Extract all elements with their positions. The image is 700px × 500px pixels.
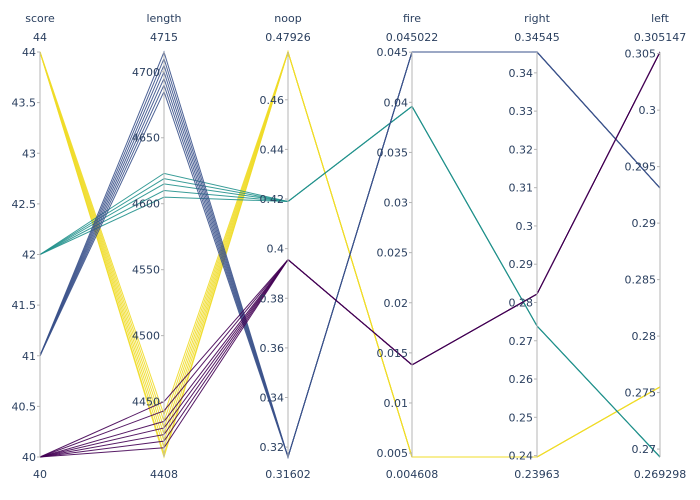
tick-label: 0.01	[384, 397, 409, 410]
axes-layer: score 44 40 40 40.5 41 41.5 42 42.5 43 43.5 44 lengt…	[12, 12, 687, 481]
axis-range-min-label: 0.269298	[634, 468, 687, 481]
axis-title: noop	[274, 12, 301, 25]
tick-label: 0.03	[384, 197, 409, 210]
axis-length: length 4715 4408 4450 4500 4550 4600 4650 4700	[132, 12, 182, 481]
tick-label: 44	[22, 46, 36, 59]
data-polyline	[39, 105, 661, 458]
tick-label: 0.3	[516, 220, 534, 233]
tick-label: 0.015	[377, 347, 409, 360]
tick-label: 0.28	[509, 296, 534, 309]
tick-label: 0.29	[632, 217, 657, 230]
axis-range-min-label: 0.23963	[514, 468, 560, 481]
tick-label: 4500	[132, 330, 160, 343]
tick-label: 0.44	[260, 143, 285, 156]
axis-range-max-label: 0.47926	[265, 31, 311, 44]
tick-label: 0.27	[509, 335, 534, 348]
tick-label: 4600	[132, 198, 160, 211]
axis-range-min-label: 0.004608	[386, 468, 439, 481]
tick-label: 4550	[132, 264, 160, 277]
tick-label: 0.32	[509, 143, 534, 156]
tick-label: 0.27	[632, 443, 657, 456]
axis-range-min-label: 40	[33, 468, 47, 481]
tick-label: 0.31	[509, 182, 534, 195]
tick-label: 0.275	[625, 387, 657, 400]
axis-score: score 44 40 40 40.5 41 41.5 42 42.5 43 43.5 44	[12, 12, 56, 481]
tick-label: 0.04	[384, 96, 409, 109]
tick-label: 42.5	[12, 198, 37, 211]
tick-label: 4700	[132, 66, 160, 79]
axis-range-max-label: 0.305147	[634, 31, 687, 44]
polylines-layer	[39, 50, 661, 459]
tick-label: 0.005	[377, 447, 409, 460]
tick-label: 41.5	[12, 299, 37, 312]
tick-label: 0.34	[260, 392, 285, 405]
tick-label: 40	[22, 451, 36, 464]
tick-label: 0.035	[377, 146, 409, 159]
tick-label: 0.285	[625, 274, 657, 287]
tick-label: 0.42	[260, 193, 285, 206]
tick-label: 0.38	[260, 292, 285, 305]
tick-label: 0.24	[509, 450, 534, 463]
tick-label: 0.295	[625, 161, 657, 174]
tick-label: 41	[22, 350, 36, 363]
data-polyline	[39, 51, 661, 459]
tick-label: 4450	[132, 396, 160, 409]
tick-label: 0.26	[509, 373, 534, 386]
axis-title: length	[146, 12, 181, 25]
tick-label: 40.5	[12, 400, 37, 413]
axis-range-max-label: 0.045022	[386, 31, 439, 44]
tick-label: 0.33	[509, 105, 534, 118]
tick-label: 42	[22, 249, 36, 262]
data-polyline	[39, 51, 661, 458]
axis-range-max-label: 4715	[150, 31, 178, 44]
tick-label: 0.32	[260, 441, 285, 454]
axis-title: right	[524, 12, 551, 25]
tick-label: 0.25	[509, 411, 534, 424]
axis-range-min-label: 4408	[150, 468, 178, 481]
axis-title: left	[651, 12, 670, 25]
tick-label: 43	[22, 147, 36, 160]
tick-label: 4650	[132, 132, 160, 145]
tick-label: 0.36	[260, 342, 285, 355]
tick-label: 0.3	[639, 104, 657, 117]
axis-range-max-label: 0.34545	[514, 31, 560, 44]
axis-right: right 0.34545 0.23963 0.24 0.25 0.26 0.27 0.28 0…	[509, 12, 560, 481]
axis-range-max-label: 44	[33, 31, 47, 44]
axis-title: score	[25, 12, 55, 25]
tick-label: 0.29	[509, 258, 534, 271]
tick-label: 0.305	[625, 48, 657, 61]
tick-label: 0.28	[632, 330, 657, 343]
tick-label: 0.46	[260, 94, 285, 107]
tick-label: 0.02	[384, 297, 409, 310]
axis-title: fire	[403, 12, 421, 25]
tick-label: 0.025	[377, 247, 409, 260]
tick-label: 43.5	[12, 97, 37, 110]
tick-label: 0.045	[377, 46, 409, 59]
axis-fire: fire 0.045022 0.004608 0.005 0.01 0.015 0.02 0.…	[377, 12, 439, 481]
tick-label: 0.4	[267, 243, 285, 256]
axis-noop: noop 0.47926 0.31602 0.32 0.34 0.36 0.38 0.4 0.4…	[260, 12, 311, 481]
tick-label: 0.34	[509, 67, 534, 80]
axis-range-min-label: 0.31602	[265, 468, 311, 481]
axis-left: left 0.305147 0.269298 0.27 0.275 0.28 0.285 0.…	[625, 12, 687, 481]
